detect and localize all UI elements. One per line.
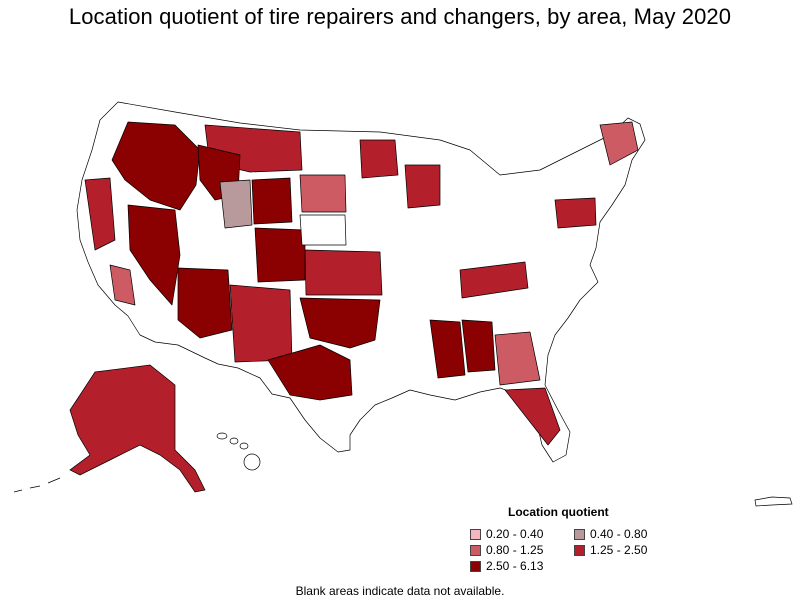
region-nevada-lq — [127, 204, 181, 306]
legend-label: 0.40 - 0.80 — [590, 527, 648, 541]
region-newmexico-lq — [229, 284, 293, 363]
alaska-aleutians — [13, 477, 61, 493]
legend-swatch — [470, 560, 481, 572]
region-mississippi-lq — [429, 319, 466, 379]
region-southdakota-lq — [299, 174, 347, 213]
legend-label: 1.25 - 2.50 — [590, 543, 648, 557]
legend-title: Location quotient — [508, 505, 609, 519]
region-arizona-lq — [177, 267, 233, 339]
legend-swatch — [470, 528, 481, 540]
region-west-lq — [111, 121, 201, 211]
legend-swatch — [574, 544, 585, 556]
alaska — [69, 364, 206, 493]
contiguous-us — [76, 101, 646, 463]
legend-label: 0.20 - 0.40 — [486, 527, 544, 541]
region-newengland-lq — [599, 121, 639, 166]
region-texas-lq — [267, 344, 353, 401]
legend-item: 0.20 - 0.40 — [470, 527, 570, 541]
region-florida-lq — [504, 387, 561, 446]
legend-item: 0.40 - 0.80 — [574, 527, 684, 541]
region-wisconsin-lq — [404, 164, 441, 209]
region-minnesota-lq — [359, 139, 399, 179]
legend-swatch — [470, 544, 481, 556]
region-california-s-lq — [109, 264, 136, 306]
legend-label: 2.50 - 6.13 — [486, 559, 544, 573]
legend-label: 0.80 - 1.25 — [486, 543, 544, 557]
legend-swatch — [574, 528, 585, 540]
region-kansas-lq — [304, 249, 383, 296]
region-nebraska-blank — [299, 214, 347, 246]
legend-item: 0.80 - 1.25 — [470, 543, 570, 557]
legend-item: 1.25 - 2.50 — [574, 543, 684, 557]
region-california-n-lq — [84, 177, 116, 251]
legend: Location quotient 0.20 - 0.40 0.40 - 0.8… — [470, 505, 690, 573]
region-wyoming-sw-lq — [219, 179, 253, 229]
footnote: Blank areas indicate data not available. — [295, 584, 505, 598]
region-oklahoma-lq — [299, 297, 381, 349]
region-colorado-lq — [254, 227, 306, 283]
region-pennsylvania-lq — [554, 197, 597, 229]
territory-islands — [754, 496, 793, 507]
region-kentucky-lq — [459, 261, 529, 299]
region-georgia-lq — [494, 331, 541, 386]
map-title: Location quotient of tire repairers and … — [68, 4, 732, 29]
region-alabama-lq — [461, 319, 496, 373]
region-wyoming-e-lq — [251, 177, 293, 225]
legend-item: 2.50 - 6.13 — [470, 559, 570, 573]
hawaii — [216, 432, 261, 471]
